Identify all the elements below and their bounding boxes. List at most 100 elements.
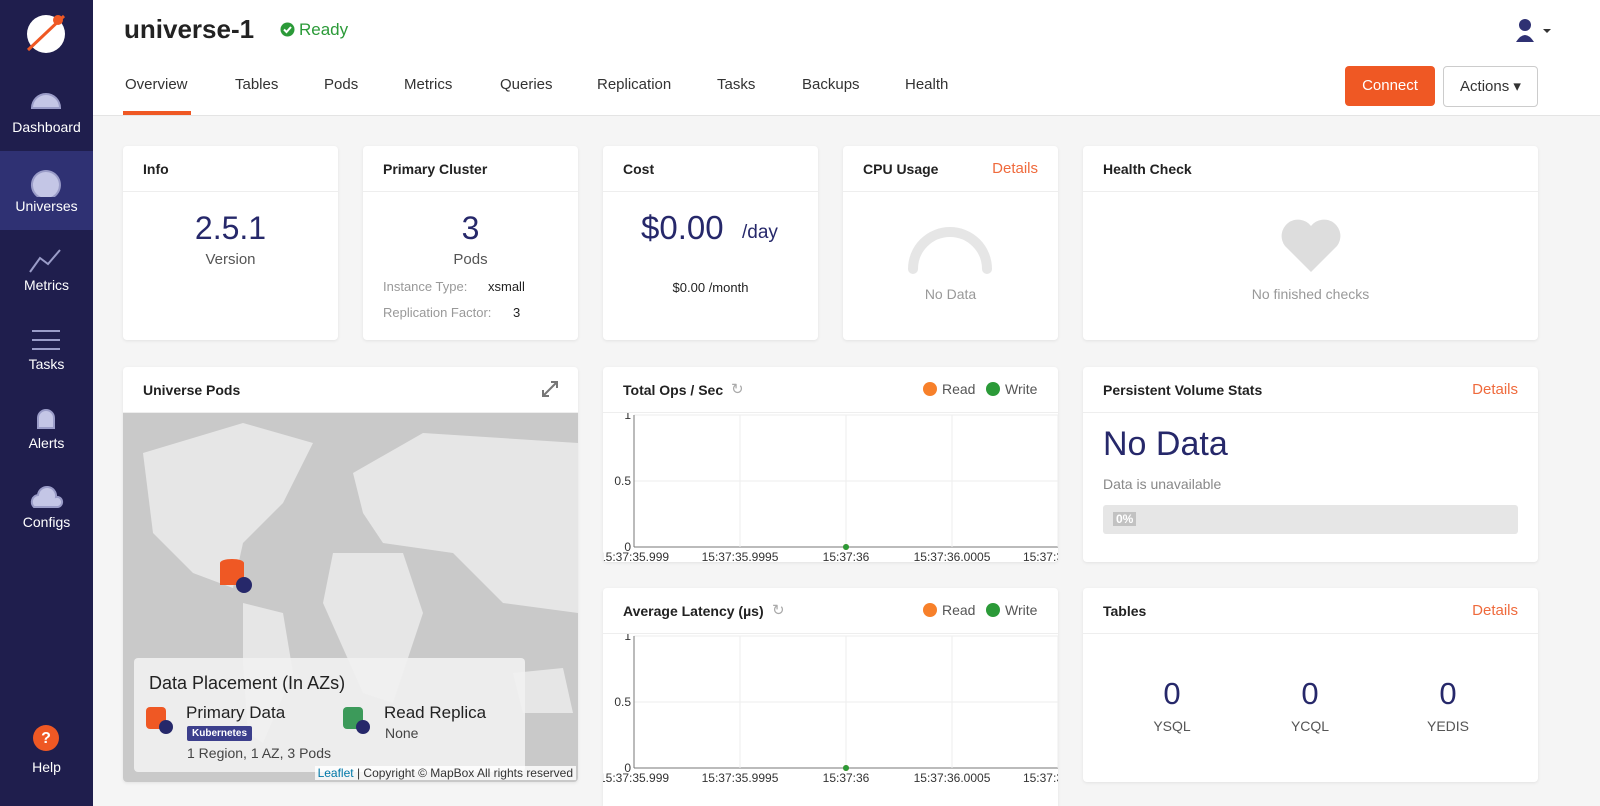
card-title: Universe Pods bbox=[143, 382, 240, 398]
chart-plot: 00.5115:37:35.99915:37:35.999515:37:3615… bbox=[603, 413, 1058, 562]
nav-item[interactable]: Alerts bbox=[0, 388, 93, 467]
volume-value: No Data bbox=[1103, 425, 1228, 464]
health-card: Health Check No finished checks bbox=[1083, 146, 1538, 340]
card-title: Cost bbox=[623, 161, 654, 177]
nav-icon bbox=[26, 244, 66, 276]
cost-day: $0.00 bbox=[641, 209, 724, 247]
chart-title: Total Ops / Sec bbox=[623, 382, 723, 398]
table-api: YCQL bbox=[1270, 718, 1350, 734]
nav-label: Configs bbox=[0, 514, 93, 530]
legend-label: Write bbox=[1005, 602, 1037, 618]
tab[interactable]: Health bbox=[905, 76, 948, 93]
tab[interactable]: Metrics bbox=[404, 76, 452, 93]
active-tab-underline bbox=[123, 111, 191, 115]
cost-card: Cost $0.00 /day $0.00 /month bbox=[603, 146, 818, 340]
pods-card: Universe Pods Data Placement (In AZs) Pr… bbox=[123, 367, 578, 782]
y-tick-label: 1 bbox=[624, 634, 631, 643]
card-header: Average Latency (µs)↻ReadWrite bbox=[603, 588, 1058, 634]
info-card: Info 2.5.1 Version bbox=[123, 146, 338, 340]
leaflet-link[interactable]: Leaflet bbox=[318, 766, 354, 780]
legend-label: Read bbox=[942, 602, 975, 618]
tab[interactable]: Queries bbox=[500, 76, 553, 93]
table-api: YSQL bbox=[1132, 718, 1212, 734]
nav-icon bbox=[26, 402, 66, 434]
tab[interactable]: Tables bbox=[235, 76, 278, 93]
legend-dot bbox=[923, 382, 937, 396]
x-tick-label: 15:37:35.999 bbox=[603, 550, 669, 562]
nav-item[interactable]: Universes bbox=[0, 151, 93, 230]
x-tick-label: 15:37:36.0005 bbox=[914, 771, 991, 785]
svg-text:?: ? bbox=[41, 730, 51, 747]
nav-item[interactable]: Metrics bbox=[0, 230, 93, 309]
tab[interactable]: Overview bbox=[125, 76, 188, 93]
progress-track: 0% bbox=[1103, 505, 1518, 534]
primary-cluster-card: Primary Cluster 3 Pods Instance Type: xs… bbox=[363, 146, 578, 340]
data-point bbox=[843, 765, 849, 771]
version-label: Version bbox=[123, 251, 338, 268]
replication-factor: 3 bbox=[513, 305, 520, 320]
x-tick-label: 15:37:35.9995 bbox=[702, 550, 779, 562]
connect-button[interactable]: Connect bbox=[1345, 66, 1435, 106]
table-count: 0 bbox=[1408, 676, 1488, 712]
instance-type-label: Instance Type: bbox=[383, 279, 467, 294]
details-link[interactable]: Details bbox=[1472, 602, 1518, 619]
status: Ready bbox=[299, 20, 348, 40]
help[interactable]: ? Help bbox=[0, 715, 93, 795]
ops-card: Total Ops / Sec↻ReadWrite00.5115:37:35.9… bbox=[603, 367, 1058, 562]
nav-item[interactable]: Dashboard bbox=[0, 72, 93, 151]
expand-icon[interactable] bbox=[541, 380, 559, 398]
placement-panel: Data Placement (In AZs) Primary Data Kub… bbox=[134, 658, 525, 772]
tab[interactable]: Replication bbox=[597, 76, 671, 93]
legend-dot bbox=[923, 603, 937, 617]
card-header: Tables Details bbox=[1083, 588, 1538, 634]
legend-dot bbox=[986, 603, 1000, 617]
tab[interactable]: Pods bbox=[324, 76, 358, 93]
logo bbox=[20, 10, 74, 54]
heart-icon bbox=[1280, 218, 1342, 274]
placement-title: Data Placement (In AZs) bbox=[149, 673, 345, 694]
details-link[interactable]: Details bbox=[1472, 381, 1518, 398]
cpu-empty: No Data bbox=[843, 286, 1058, 302]
tab[interactable]: Backups bbox=[802, 76, 860, 93]
tab[interactable]: Tasks bbox=[717, 76, 755, 93]
cost-unit: /day bbox=[742, 222, 778, 244]
refresh-icon[interactable]: ↻ bbox=[731, 380, 744, 398]
sidebar: Dashboard Universes Metrics Tasks Alerts Conf… bbox=[0, 0, 93, 806]
y-tick-label: 0.5 bbox=[614, 695, 631, 709]
replica-label: Read Replica bbox=[384, 703, 486, 723]
details-link[interactable]: Details bbox=[992, 160, 1038, 177]
card-title: Info bbox=[143, 161, 169, 177]
nav-item[interactable]: Tasks bbox=[0, 309, 93, 388]
nav-label: Metrics bbox=[0, 277, 93, 293]
x-tick-label: 15:37:36 bbox=[823, 550, 870, 562]
icon-shape bbox=[32, 171, 60, 197]
icon-shape bbox=[32, 94, 60, 108]
kubernetes-badge: Kubernetes bbox=[187, 726, 252, 741]
primary-detail: 1 Region, 1 AZ, 3 Pods bbox=[187, 745, 331, 761]
card-title: CPU Usage bbox=[863, 161, 938, 177]
refresh-icon[interactable]: ↻ bbox=[772, 601, 785, 619]
nav-label: Dashboard bbox=[0, 119, 93, 135]
cpu-gauge bbox=[903, 221, 998, 276]
user-menu[interactable] bbox=[1515, 18, 1555, 44]
health-empty: No finished checks bbox=[1083, 286, 1538, 302]
cpu-card: CPU Usage Details No Data bbox=[843, 146, 1058, 340]
header: universe-1 Ready Connect Actions ▾ Overv… bbox=[93, 0, 1600, 116]
cost-month: $0.00 /month bbox=[603, 280, 818, 295]
card-header: Cost bbox=[603, 146, 818, 192]
x-tick-label: 15:37:35.9995 bbox=[702, 771, 779, 785]
volume-card: Persistent Volume StatsDetails No Data D… bbox=[1083, 367, 1538, 562]
replica-detail: None bbox=[385, 725, 418, 741]
pods-count: 3 bbox=[363, 210, 578, 247]
actions-button[interactable]: Actions ▾ bbox=[1443, 66, 1538, 107]
nav-icon bbox=[26, 86, 66, 118]
card-title: Persistent Volume Stats bbox=[1103, 382, 1262, 398]
card-title: Tables bbox=[1103, 603, 1146, 619]
nav-label: Alerts bbox=[0, 435, 93, 451]
x-tick-label: 15:37:35.999 bbox=[603, 771, 669, 785]
nav-item[interactable]: Configs bbox=[0, 467, 93, 546]
icon-shape bbox=[32, 487, 62, 507]
nav-icon bbox=[26, 165, 66, 197]
legend-label: Read bbox=[942, 381, 975, 397]
table-count: 0 bbox=[1270, 676, 1350, 712]
